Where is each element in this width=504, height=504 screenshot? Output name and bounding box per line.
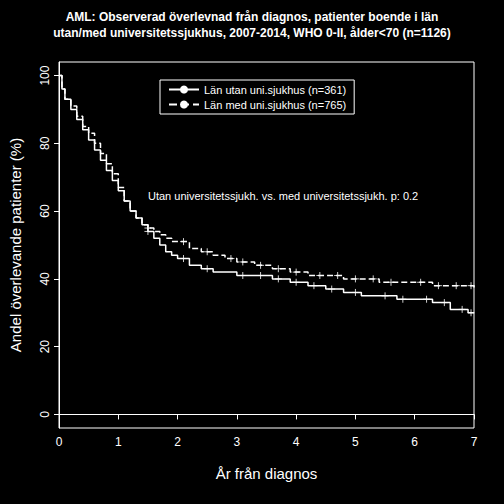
svg-text:80: 80 <box>38 136 52 150</box>
svg-text:0: 0 <box>38 411 52 418</box>
svg-text:2: 2 <box>174 435 181 449</box>
svg-text:0: 0 <box>56 435 63 449</box>
svg-text:6: 6 <box>411 435 418 449</box>
svg-text:utan/med universitetssjukhus,: utan/med universitetssjukhus, 2007-2014,… <box>53 26 451 40</box>
svg-text:1: 1 <box>115 435 122 449</box>
svg-text:100: 100 <box>38 65 52 85</box>
svg-text:20: 20 <box>38 340 52 354</box>
svg-text:Län med uni.sjukhus (n=765): Län med uni.sjukhus (n=765) <box>204 99 346 111</box>
svg-text:Län utan uni.sjukhus (n=361): Län utan uni.sjukhus (n=361) <box>204 84 346 96</box>
svg-text:7: 7 <box>471 435 478 449</box>
svg-text:AML: Observerad överlevnad frå: AML: Observerad överlevnad från diagnos,… <box>66 10 439 24</box>
svg-text:4: 4 <box>293 435 300 449</box>
svg-text:3: 3 <box>234 435 241 449</box>
svg-text:Andel överlevande patienter (%: Andel överlevande patienter (%) <box>7 138 24 352</box>
svg-text:Utan universitetssjukh. vs. me: Utan universitetssjukh. vs. med universi… <box>148 190 418 202</box>
svg-text:År från diagnos: År från diagnos <box>216 465 318 482</box>
svg-text:40: 40 <box>38 272 52 286</box>
svg-text:60: 60 <box>38 204 52 218</box>
svg-text:5: 5 <box>352 435 359 449</box>
